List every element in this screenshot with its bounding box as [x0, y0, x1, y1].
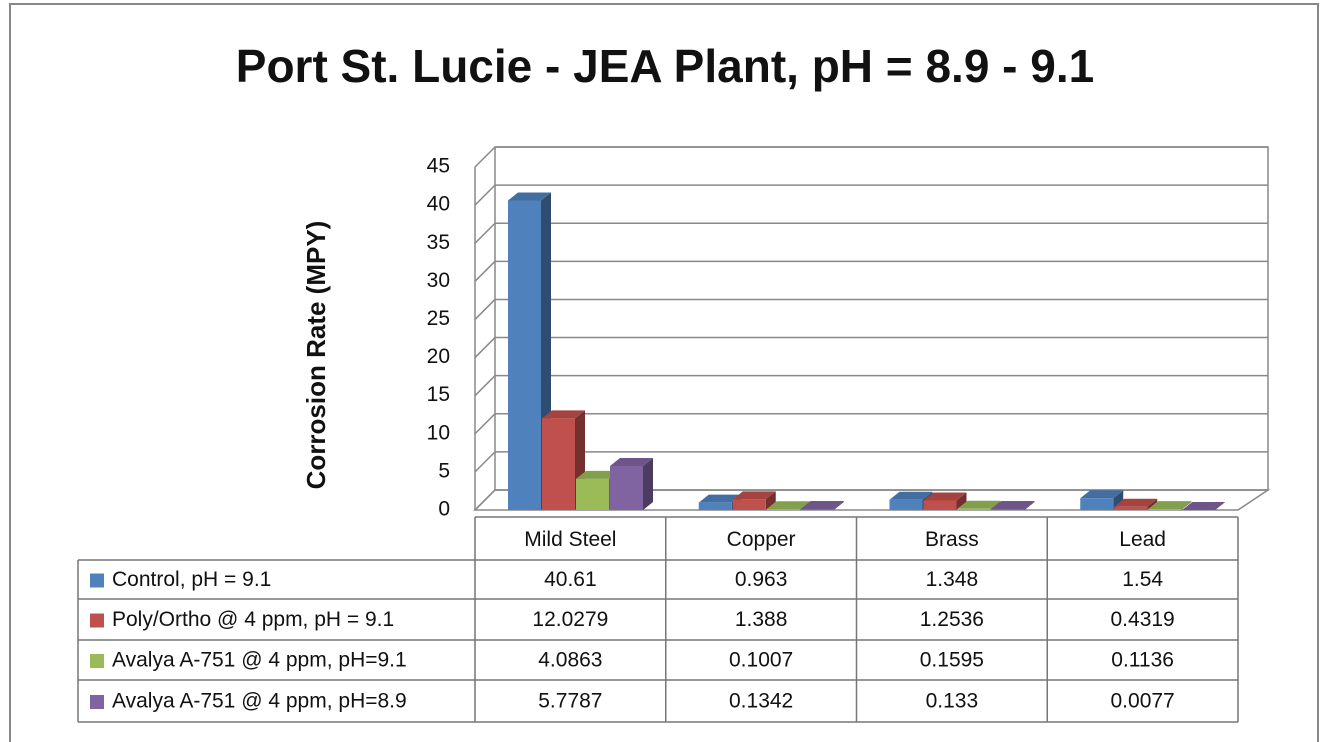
bar-top	[542, 410, 585, 419]
legend-swatch	[90, 613, 104, 628]
table-value: 0.1342	[729, 690, 793, 713]
bar-side	[1181, 501, 1192, 510]
y-tick-label: 0	[438, 498, 450, 521]
table-value: 0.963	[735, 568, 788, 591]
table-value: 1.54	[1122, 568, 1163, 591]
bar-top	[1114, 498, 1158, 507]
bar-top	[1080, 490, 1124, 499]
grid-line-side	[474, 337, 496, 359]
bar-top	[766, 501, 810, 510]
table-value: 40.61	[544, 568, 597, 591]
legend-label: Avalya A-751 @ 4 ppm, pH=8.9	[112, 690, 407, 713]
legend-swatch	[90, 654, 104, 668]
bar-top	[923, 492, 967, 501]
bar-top	[800, 500, 844, 509]
bar	[800, 508, 834, 510]
grid-line-side	[474, 184, 496, 206]
bar	[766, 509, 800, 510]
grid-line-side	[474, 146, 496, 168]
bar-top	[576, 470, 619, 479]
legend-swatch	[90, 695, 104, 709]
table-value: 5.7787	[538, 690, 602, 713]
table-value: 1.2536	[920, 608, 984, 631]
table-value: 12.0279	[532, 608, 608, 631]
bar	[889, 499, 923, 510]
grid-line-side	[474, 298, 496, 320]
y-tick-label: 40	[427, 193, 450, 216]
bar-side	[1113, 490, 1124, 510]
bar	[991, 508, 1025, 510]
bar	[542, 418, 575, 510]
bar	[923, 500, 957, 510]
legend-label: Poly/Ortho @ 4 ppm, pH = 9.1	[112, 608, 394, 631]
bar	[698, 502, 732, 510]
y-tick-label: 20	[427, 345, 450, 368]
bar-top	[732, 491, 776, 500]
y-tick-label: 45	[427, 155, 450, 178]
grid-line-side	[474, 489, 496, 511]
bar-side	[990, 500, 1001, 510]
bar	[1148, 509, 1182, 510]
bar-side	[1147, 498, 1158, 510]
bar-side	[833, 500, 844, 510]
bar	[610, 465, 643, 510]
table-value: 1.388	[735, 608, 788, 631]
bar-top	[698, 494, 742, 503]
table-value: 0.4319	[1111, 608, 1175, 631]
bar-side	[765, 491, 776, 510]
grid-line-side	[474, 451, 496, 473]
y-tick-label: 35	[427, 231, 450, 254]
table-value: 4.0863	[538, 649, 602, 672]
bar-top	[1148, 501, 1192, 510]
bar-top	[1182, 501, 1226, 510]
grid-line-side	[474, 375, 496, 397]
y-axis-label: Corrosion Rate (MPY)	[301, 221, 331, 490]
grid-line-side	[474, 222, 496, 244]
table-value: 0.1595	[920, 649, 984, 672]
bar	[576, 478, 609, 510]
y-tick-label: 15	[427, 383, 450, 406]
table-value: 0.133	[926, 690, 979, 713]
table-value: 0.0077	[1111, 690, 1175, 713]
bar-top	[957, 500, 1001, 509]
legend-label: Avalya A-751 @ 4 ppm, pH=9.1	[112, 649, 407, 672]
chart-title: Port St. Lucie - JEA Plant, pH = 8.9 - 9…	[236, 40, 1094, 92]
x-tick-label: Brass	[925, 528, 979, 551]
bar-side	[956, 492, 967, 510]
table-value: 1.348	[926, 568, 979, 591]
bar	[1080, 498, 1114, 510]
bar-side	[1024, 500, 1035, 510]
bar	[1114, 506, 1148, 510]
x-tick-label: Copper	[727, 528, 796, 551]
x-tick-label: Mild Steel	[524, 528, 616, 551]
legend-label: Control, pH = 9.1	[112, 568, 271, 591]
x-tick-label: Lead	[1119, 528, 1166, 551]
bar-top	[508, 192, 551, 201]
legend-swatch	[90, 573, 104, 588]
y-tick-label: 25	[427, 307, 450, 330]
bar-top	[991, 500, 1035, 509]
grid-line-side	[474, 413, 496, 435]
back-wall	[494, 146, 1269, 491]
bar-top	[889, 491, 933, 500]
bar	[508, 200, 541, 511]
table-value: 0.1136	[1111, 649, 1174, 672]
grid-line-side	[474, 260, 496, 282]
y-tick-label: 30	[427, 269, 450, 292]
bar	[957, 508, 991, 510]
bar-side	[1215, 501, 1226, 510]
bar	[732, 499, 766, 510]
bar-side	[643, 457, 653, 510]
y-tick-label: 5	[438, 459, 450, 482]
bar-top	[610, 457, 653, 466]
table-value: 0.1007	[729, 649, 793, 672]
y-tick-label: 10	[427, 421, 450, 444]
